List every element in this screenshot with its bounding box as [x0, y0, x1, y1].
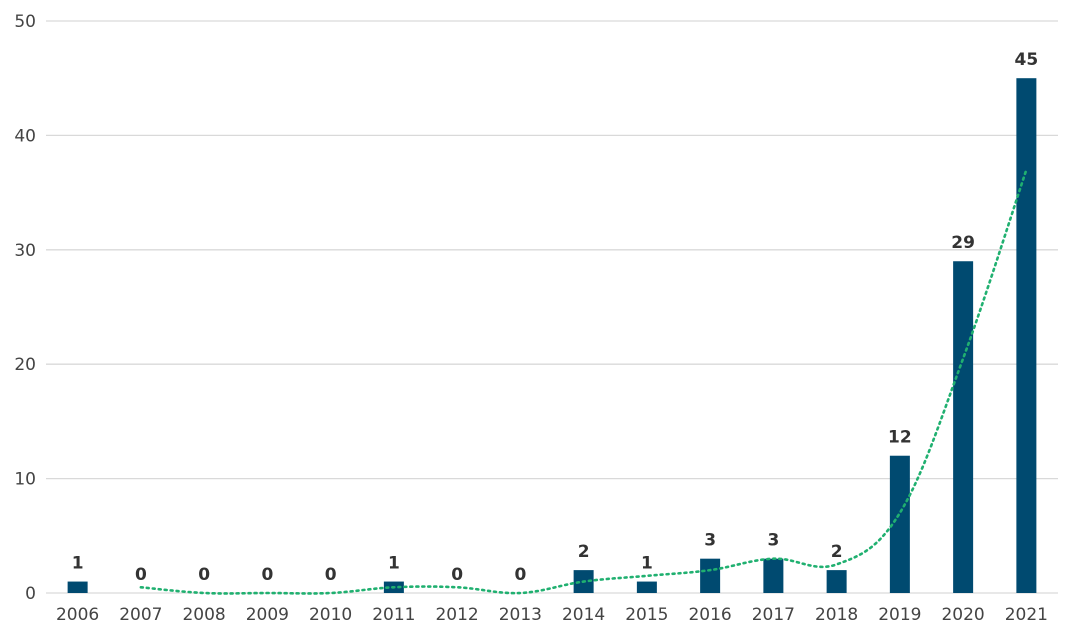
data-label: 0: [135, 565, 147, 585]
x-tick-label: 2015: [625, 605, 668, 625]
data-label: 2: [831, 542, 843, 562]
x-tick-label: 2016: [688, 605, 731, 625]
trendline-path: [139, 168, 1028, 595]
data-label: 1: [388, 554, 400, 574]
bar: [700, 558, 721, 593]
data-label: 3: [767, 531, 779, 551]
y-tick-label: 50: [14, 12, 36, 32]
bars: [67, 78, 1037, 593]
x-tick-label: 2011: [372, 605, 415, 625]
data-label: 0: [325, 565, 337, 585]
data-labels: 1 0 0 0 0 1 0 0 2 1 3 3 2 12 29 45: [72, 50, 1039, 585]
y-tick-label: 30: [14, 241, 36, 261]
data-label: 0: [261, 565, 273, 585]
bar: [1016, 78, 1037, 593]
data-label: 0: [451, 565, 463, 585]
x-tick-label: 2007: [119, 605, 162, 625]
x-tick-label: 2014: [562, 605, 605, 625]
gridlines: [46, 20, 1058, 594]
data-label: 12: [888, 428, 912, 448]
x-tick-label: 2013: [499, 605, 542, 625]
x-tick-label: 2017: [752, 605, 795, 625]
data-label: 1: [641, 554, 653, 574]
data-label: 1: [72, 554, 84, 574]
data-label: 3: [704, 531, 716, 551]
x-tick-label: 2012: [435, 605, 478, 625]
x-tick-label: 2010: [309, 605, 352, 625]
data-label: 0: [198, 565, 210, 585]
x-tick-label: 2008: [182, 605, 225, 625]
bar: [67, 581, 88, 593]
x-tick-label: 2018: [815, 605, 858, 625]
data-label: 0: [514, 565, 526, 585]
data-label: 2: [578, 542, 590, 562]
y-tick-label: 0: [25, 584, 36, 604]
x-tick-label: 2009: [246, 605, 289, 625]
x-tick-label: 2006: [56, 605, 99, 625]
y-axis-ticks: 0 10 20 30 40 50: [14, 12, 36, 604]
x-tick-label: 2019: [878, 605, 921, 625]
data-label: 45: [1015, 50, 1039, 70]
bar: [636, 581, 657, 593]
y-tick-label: 10: [14, 470, 36, 490]
bar: [889, 455, 910, 593]
x-axis-ticks: 2006 2007 2008 2009 2010 2011 2012 2013 2014 2015…: [56, 605, 1048, 625]
x-tick-label: 2020: [941, 605, 984, 625]
data-label: 29: [951, 233, 975, 253]
bar: [763, 558, 784, 593]
y-tick-label: 40: [14, 126, 36, 146]
trendline: [139, 168, 1028, 595]
x-tick-label: 2021: [1005, 605, 1048, 625]
y-tick-label: 20: [14, 355, 36, 375]
bar: [826, 570, 847, 593]
bar: [953, 261, 974, 593]
